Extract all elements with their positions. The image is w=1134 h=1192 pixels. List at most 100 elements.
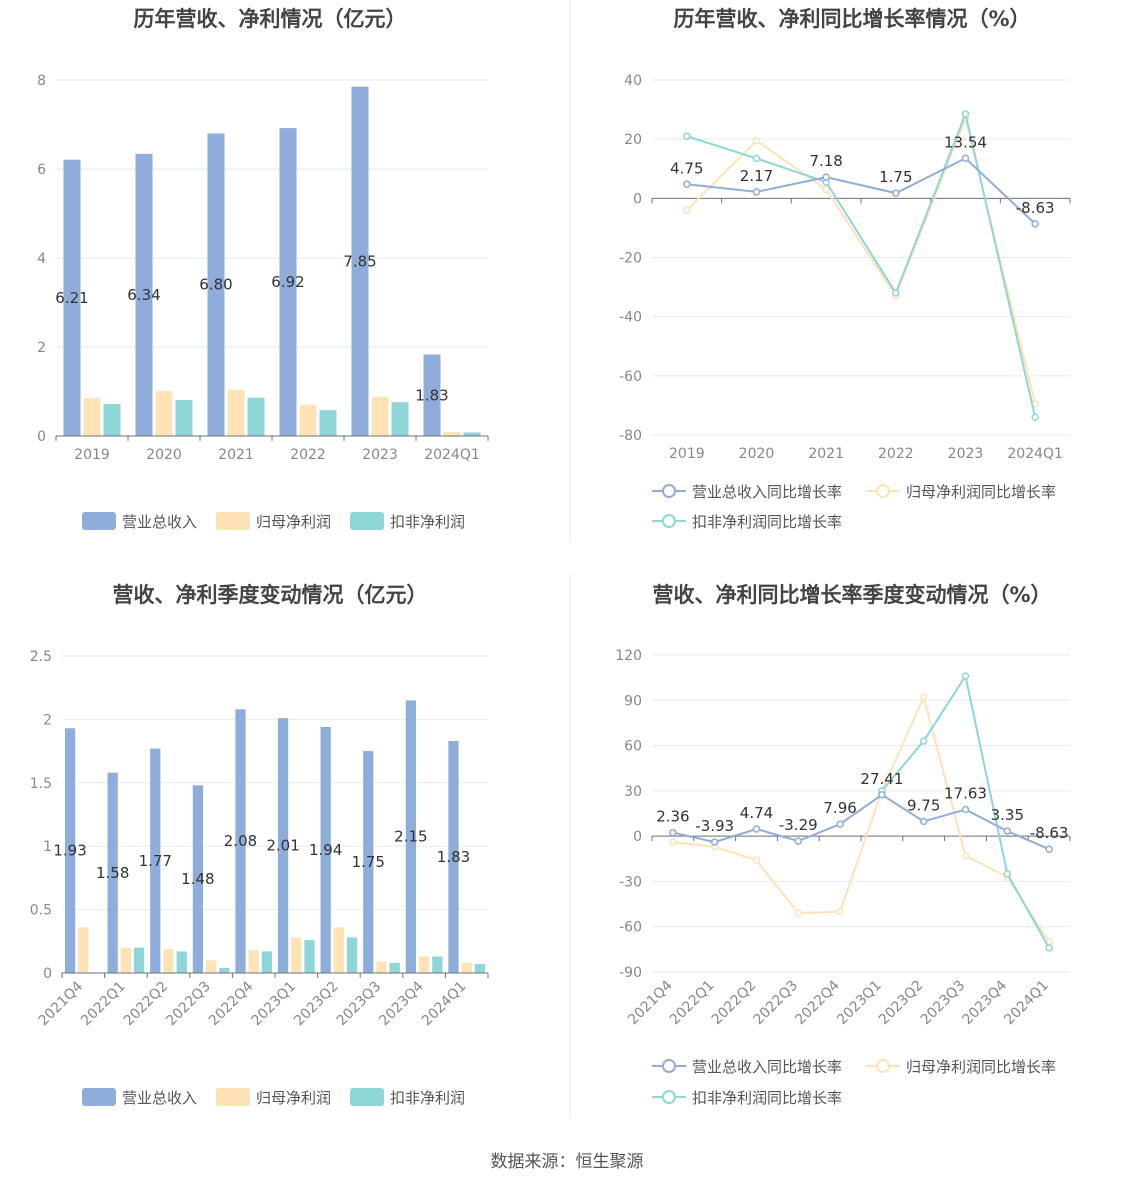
- x-tick-label: 2023Q2: [291, 979, 342, 1030]
- bar-data-label: 6.80: [199, 276, 232, 294]
- y-tick-label: 40: [624, 73, 642, 89]
- x-tick-label: 2023Q3: [918, 978, 969, 1029]
- point-deducted-profit-growth: [752, 154, 761, 163]
- legend-label: 营业总收入同比增长率: [692, 1058, 842, 1076]
- bar-deducted-profit: [134, 947, 145, 973]
- bar-revenue: [192, 785, 203, 973]
- point-revenue-growth: [794, 837, 803, 845]
- point-revenue-growth: [919, 817, 928, 826]
- point-deducted-profit-growth: [683, 132, 691, 140]
- x-tick-label: 2022Q2: [121, 979, 172, 1030]
- point-net-profit-growth: [683, 206, 691, 214]
- chart-annual-growth-rate: 历年营收、净利同比增长率情况（%） 40 20 0 -20 -40 -60 -80 2019 20…: [619, 7, 1071, 531]
- bar-net-profit: [371, 396, 389, 436]
- line-data-label: 9.75: [907, 796, 940, 814]
- y-tick-label: 1.5: [30, 776, 52, 792]
- point-net-profit-growth: [919, 693, 928, 702]
- y-tick-label: 1: [43, 839, 52, 855]
- y-tick-label: -90: [619, 965, 642, 981]
- legend-label: 归母净利润: [256, 1089, 331, 1107]
- y-tick-label: 0.5: [30, 903, 52, 919]
- legend-label: 营业总收入同比增长率: [692, 483, 842, 501]
- point-revenue-growth: [1031, 220, 1039, 228]
- x-tick-label: 2023Q1: [834, 978, 885, 1029]
- point-revenue-growth: [669, 828, 677, 837]
- y-tick-label: 30: [624, 784, 642, 800]
- bar-revenue: [235, 709, 246, 973]
- x-tick-label: 2023Q4: [960, 977, 1011, 1028]
- point-revenue-growth: [961, 154, 970, 163]
- bar-net-profit: [443, 431, 461, 436]
- x-tick-label: 2022Q4: [792, 977, 843, 1028]
- x-tick-label: 2022Q3: [751, 978, 802, 1029]
- legend-label: 扣非净利润同比增长率: [692, 513, 842, 531]
- point-revenue-growth: [822, 173, 830, 181]
- line-revenue-growth: [686, 157, 1036, 225]
- legend-label: 归母净利润: [256, 513, 331, 531]
- bar-net-profit: [333, 927, 345, 973]
- bar-revenue: [207, 133, 225, 436]
- x-tick-label: 2022Q3: [163, 979, 214, 1030]
- point-revenue-growth: [752, 188, 761, 196]
- x-tick-label: 2022: [290, 447, 326, 463]
- bar-deducted-profit: [432, 956, 443, 973]
- x-tick-label: 2023: [948, 446, 984, 462]
- line-data-label: -8.63: [1016, 199, 1055, 217]
- bar-data-label: 1.83: [437, 848, 470, 866]
- bar-deducted-profit: [175, 399, 193, 436]
- x-tick-label: 2024Q1: [424, 447, 480, 463]
- bar-deducted-profit: [304, 940, 315, 973]
- line-net-profit-growth: [672, 694, 1050, 943]
- legend-label: 归母净利润同比增长率: [906, 1058, 1056, 1076]
- y-tick-label: 0: [633, 191, 642, 207]
- point-revenue-growth: [961, 805, 970, 814]
- line-data-label: 2.17: [740, 167, 773, 185]
- x-tick-label: 2024Q1: [1001, 978, 1052, 1029]
- legend-marker: [662, 484, 676, 498]
- legend-marker: [662, 1059, 676, 1073]
- bar-deducted-profit: [347, 937, 358, 973]
- bar-data-label: 2.08: [224, 832, 257, 850]
- x-tick-label: 2024Q1: [1007, 446, 1063, 462]
- x-tick-label: 2021Q4: [625, 977, 676, 1028]
- y-tick-label: 6: [37, 162, 46, 178]
- point-net-profit-growth: [794, 909, 803, 917]
- chart-annual-revenue-profit: 历年营收、净利情况（亿元） 0 2 4 6 8 2019 2020 2021 2022 2023 20…: [37, 7, 489, 531]
- bar-data-label: 2.15: [394, 828, 427, 846]
- bar-data-label: 1.75: [352, 853, 385, 871]
- x-tick-label: 2023Q4: [376, 978, 427, 1029]
- bar-deducted-profit: [261, 951, 273, 973]
- y-tick-label: 8: [37, 73, 46, 89]
- line-data-label: 7.18: [809, 152, 842, 170]
- legend-marker: [662, 514, 676, 528]
- x-tick-label: 2022Q1: [78, 979, 129, 1030]
- y-tick-label: 2: [37, 340, 46, 356]
- x-tick-label: 2021: [808, 446, 844, 462]
- bar-revenue: [363, 751, 374, 973]
- bar-net-profit: [299, 404, 317, 436]
- point-net-profit-growth: [836, 907, 844, 916]
- y-tick-label: -60: [619, 920, 642, 936]
- x-tick-label: 2020: [739, 446, 775, 462]
- legend-swatch: [82, 512, 116, 530]
- x-tick-label: 2022Q4: [206, 978, 257, 1029]
- y-tick-label: 60: [624, 739, 642, 755]
- point-deducted-profit-growth: [1045, 944, 1053, 952]
- point-net-profit-growth: [822, 185, 830, 194]
- legend-label: 归母净利润同比增长率: [906, 483, 1056, 501]
- bar-revenue: [150, 748, 161, 973]
- y-tick-label: -80: [619, 428, 642, 444]
- y-tick-label: 4: [37, 251, 46, 267]
- chart-title-0: 历年营收、净利情况（亿元）: [134, 7, 407, 31]
- bar-net-profit: [163, 948, 174, 973]
- chart-title-3: 营收、净利同比增长率季度变动情况（%）: [652, 583, 1051, 607]
- point-deducted-profit-growth: [892, 289, 900, 297]
- bar-net-profit: [461, 962, 472, 973]
- bar-revenue: [351, 86, 369, 437]
- y-tick-label: 20: [624, 132, 642, 148]
- bar-deducted-profit: [463, 432, 481, 436]
- y-tick-label: 0: [43, 966, 52, 982]
- x-tick-label: 2022: [878, 446, 914, 462]
- line-data-label: 2.36: [656, 808, 689, 826]
